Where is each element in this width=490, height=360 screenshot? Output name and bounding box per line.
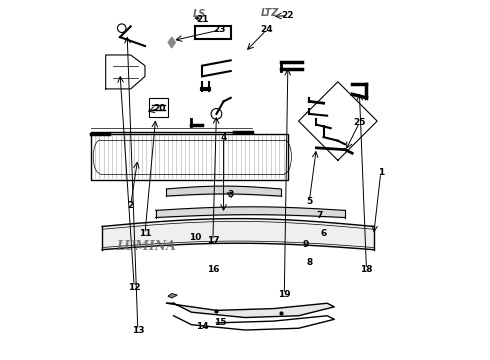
- Text: 2: 2: [127, 201, 134, 210]
- Text: 4: 4: [220, 132, 227, 141]
- Text: 24: 24: [260, 26, 273, 35]
- Text: 22: 22: [282, 11, 294, 20]
- Text: 7: 7: [317, 211, 323, 220]
- Polygon shape: [168, 294, 177, 298]
- Text: 1: 1: [378, 168, 384, 177]
- Text: 21: 21: [196, 15, 208, 24]
- Text: LUMINA: LUMINA: [117, 240, 176, 253]
- Text: 14: 14: [196, 322, 208, 331]
- Text: 3: 3: [227, 190, 234, 199]
- Text: 18: 18: [360, 265, 373, 274]
- Text: LS: LS: [193, 9, 206, 19]
- Text: 8: 8: [306, 258, 313, 267]
- Text: 13: 13: [132, 325, 144, 334]
- Text: 15: 15: [214, 318, 226, 327]
- Text: 20: 20: [153, 104, 166, 113]
- Polygon shape: [168, 37, 175, 48]
- Text: 25: 25: [353, 118, 366, 127]
- Text: 9: 9: [302, 240, 309, 249]
- Text: 6: 6: [320, 229, 327, 238]
- Text: 12: 12: [128, 283, 141, 292]
- Text: 16: 16: [207, 265, 219, 274]
- Text: LTZ: LTZ: [261, 8, 279, 18]
- Text: 11: 11: [139, 229, 151, 238]
- Text: 10: 10: [189, 233, 201, 242]
- Text: 19: 19: [278, 290, 291, 299]
- Text: 5: 5: [306, 197, 313, 206]
- Text: 17: 17: [207, 236, 219, 245]
- Text: 23: 23: [214, 26, 226, 35]
- Polygon shape: [167, 303, 334, 318]
